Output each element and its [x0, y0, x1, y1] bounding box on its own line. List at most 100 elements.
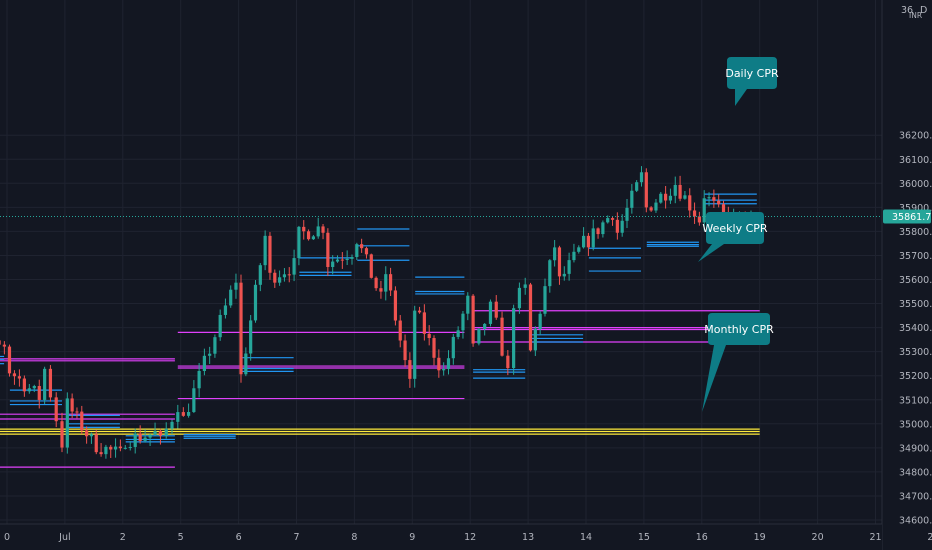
- candle-body: [500, 317, 504, 356]
- candle-body: [89, 434, 94, 437]
- candle-body: [649, 207, 653, 211]
- time-axis-panel[interactable]: [0, 524, 882, 550]
- candle-body: [258, 265, 262, 285]
- candle-body: [297, 226, 301, 259]
- candle-body: [533, 328, 537, 351]
- candle-body: [591, 228, 595, 248]
- candle-body: [181, 412, 185, 416]
- candle-body: [7, 346, 12, 374]
- candle-body: [697, 216, 701, 223]
- candle-body: [446, 358, 451, 370]
- candle-body: [109, 446, 113, 450]
- candle-body: [683, 195, 687, 199]
- candle-body: [234, 282, 238, 290]
- candle-body: [403, 340, 407, 361]
- candle-body: [350, 257, 354, 259]
- candle-body: [263, 235, 267, 266]
- y-tick-label: 35000.00: [899, 419, 932, 430]
- candle-body: [340, 259, 344, 261]
- x-tick-label: 14: [580, 532, 592, 543]
- callout-label: Monthly CPR: [704, 323, 774, 336]
- y-tick-label: 36100.00: [899, 155, 932, 166]
- annotation-callouts: Daily CPR Weekly CPR Monthly CPR: [698, 57, 779, 412]
- y-tick-label: 36000.00: [899, 179, 932, 190]
- candle-body: [335, 259, 340, 262]
- candle-body: [48, 368, 53, 398]
- candle-body: [620, 220, 624, 233]
- candle-body: [413, 310, 417, 379]
- y-tick-label: 34700.00: [899, 491, 932, 502]
- last-price-badge-bg: [883, 209, 931, 224]
- y-tick-label: 35500.00: [899, 299, 932, 310]
- candle-body: [138, 433, 142, 441]
- candle-body: [494, 301, 498, 318]
- time-axis: 0 Jul 2 5 6 7 8 9 12 13 14 15 16 19 20 21 22: [4, 532, 932, 543]
- x-tick-label: 20: [812, 532, 824, 543]
- price-axis-panel[interactable]: [882, 0, 932, 550]
- candle-body: [567, 260, 571, 274]
- candle-body: [32, 385, 36, 389]
- corner-label-36: 36: [901, 5, 913, 16]
- candle-body: [287, 274, 291, 276]
- candle-body: [12, 373, 17, 377]
- candle-body: [702, 198, 706, 223]
- candle-body: [427, 333, 431, 339]
- candle-body: [688, 195, 692, 211]
- y-tick-label: 35400.00: [899, 323, 932, 334]
- x-tick-label: Jul: [58, 532, 70, 543]
- candle-body: [379, 288, 383, 292]
- callout-label: Daily CPR: [725, 67, 779, 80]
- candle-body: [398, 320, 402, 341]
- candle-body: [104, 446, 108, 455]
- candle-body: [408, 360, 412, 379]
- candle-body: [625, 207, 629, 221]
- candle-body: [282, 274, 287, 278]
- candle-body: [442, 369, 446, 371]
- x-tick-label: 6: [236, 532, 242, 543]
- candle-body: [278, 277, 282, 283]
- candle-body: [302, 226, 306, 232]
- x-tick-label: 22: [927, 532, 932, 543]
- candle-body: [717, 200, 721, 205]
- x-tick-label: 8: [351, 532, 357, 543]
- candle-body: [673, 184, 677, 196]
- y-tick-label: 34900.00: [899, 443, 932, 454]
- y-tick-label: 35100.00: [899, 395, 932, 406]
- candle-body: [218, 314, 222, 338]
- candle-body: [668, 195, 673, 201]
- candle-body: [60, 421, 64, 448]
- candle-body: [80, 411, 84, 431]
- candle-body: [208, 353, 212, 356]
- candle-body: [506, 355, 510, 369]
- candle-body: [644, 172, 648, 208]
- candle-body: [721, 204, 726, 215]
- candle-body: [153, 431, 157, 435]
- candle-body: [202, 355, 206, 371]
- candle-body: [192, 388, 196, 412]
- candle-body: [186, 411, 191, 416]
- y-tick-label: 35200.00: [899, 371, 932, 382]
- candle-body: [557, 247, 562, 277]
- grid-lines: [0, 0, 882, 524]
- x-tick-label: 15: [638, 532, 650, 543]
- candle-body: [548, 260, 552, 287]
- candle-body: [659, 193, 663, 203]
- candle-body: [586, 235, 591, 248]
- candle-body: [0, 340, 1, 345]
- x-tick-label: 2: [120, 532, 126, 543]
- candle-body: [562, 273, 566, 277]
- callout-label: Weekly CPR: [702, 222, 768, 235]
- candle-body: [707, 197, 711, 199]
- candle-body: [577, 247, 581, 252]
- candle-body: [223, 305, 228, 315]
- candle-body: [596, 228, 600, 235]
- candle-body: [75, 411, 79, 413]
- candle-body: [422, 312, 426, 334]
- candle-body: [197, 370, 201, 389]
- candle-body: [523, 284, 527, 288]
- candle-body: [654, 202, 658, 211]
- x-tick-label: 12: [464, 532, 476, 543]
- candle-body: [113, 446, 118, 450]
- candle-body: [213, 337, 217, 354]
